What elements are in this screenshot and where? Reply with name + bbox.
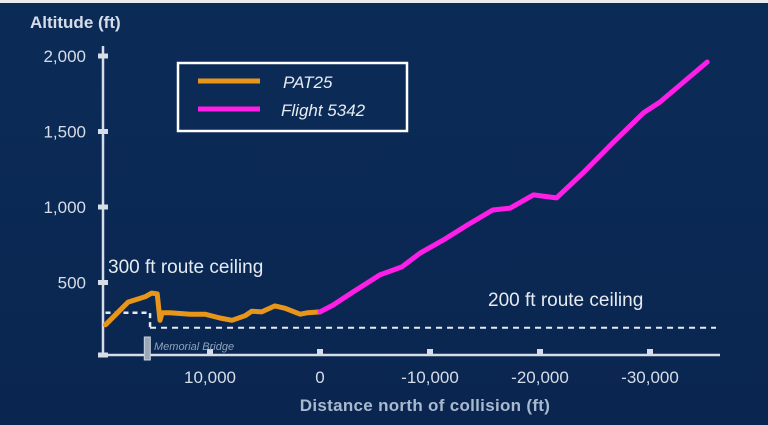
legend-box: [176, 61, 409, 133]
top-border: [0, 0, 768, 3]
x-tick-label: -10,000: [401, 368, 459, 387]
x-tick-label: -20,000: [511, 368, 569, 387]
ceiling-300-line: [105, 311, 152, 328]
legend: PAT25 Flight 5342: [176, 61, 409, 133]
series-lines: [103, 59, 710, 328]
ceiling-200-label: 200 ft route ceiling: [488, 290, 643, 311]
legend-label-flight-5342: Flight 5342: [281, 101, 366, 120]
ceiling-300-label: 300 ft route ceiling: [108, 257, 263, 278]
y-tick-mark: [98, 204, 108, 210]
y-tick-mark: [98, 53, 108, 59]
x-tick-mark: [427, 349, 433, 355]
y-tick-mark: [98, 352, 108, 358]
y-ticks: 500 1,000 1,500 2,000: [43, 47, 108, 358]
x-tick-label: 0: [315, 368, 324, 387]
x-ticks: 10,000 0 -10,000 -20,000 -30,000: [184, 349, 679, 387]
legend-label-pat25: PAT25: [283, 73, 333, 92]
route-ceilings: [105, 311, 716, 329]
y-tick-label: 1,000: [43, 198, 86, 217]
x-tick-mark: [317, 349, 323, 355]
series-line-flight-5342: [317, 59, 710, 315]
x-tick-mark: [207, 349, 213, 355]
y-tick-mark: [98, 129, 108, 134]
x-axis-label: Distance north of collision (ft): [300, 396, 550, 415]
x-tick-mark: [537, 349, 543, 355]
series-line-pat25: [103, 290, 323, 328]
y-tick-mark: [98, 280, 108, 285]
bridge-marker: [143, 336, 151, 361]
memorial-bridge-marker: [143, 336, 151, 361]
memorial-bridge-label: Memorial Bridge: [154, 341, 234, 353]
y-tick-label: 1,500: [43, 123, 86, 142]
chart-title: Altitude (ft): [30, 13, 121, 32]
x-tick-label: -30,000: [621, 368, 679, 387]
y-tick-label: 500: [58, 274, 86, 293]
x-tick-label: 10,000: [184, 368, 236, 387]
y-tick-label: 2,000: [43, 47, 86, 66]
x-tick-mark: [647, 349, 653, 355]
